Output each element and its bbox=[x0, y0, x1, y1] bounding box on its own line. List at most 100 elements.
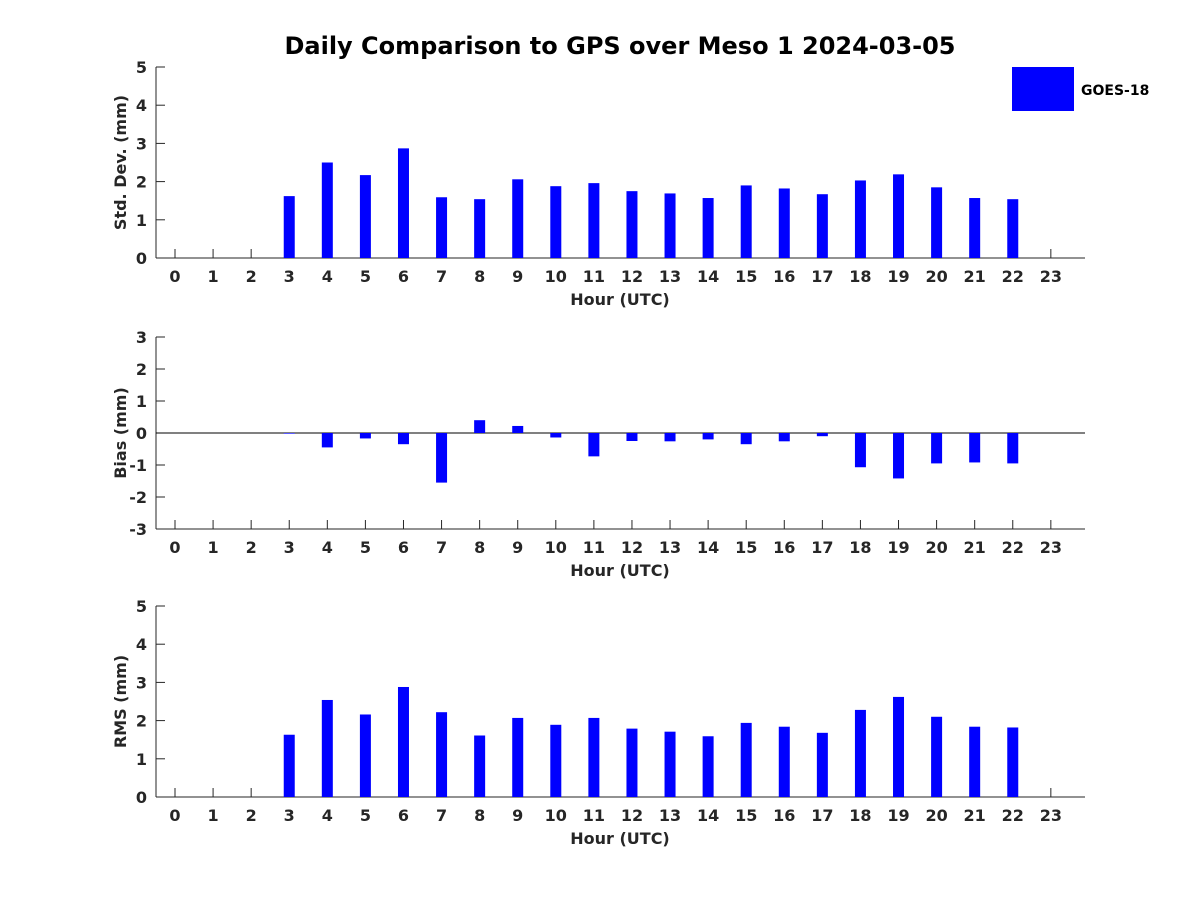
stddev-x-tick-label: 6 bbox=[398, 267, 409, 286]
bias-bar-hour-7 bbox=[436, 433, 448, 483]
rms-x-tick-label: 2 bbox=[246, 806, 257, 825]
rms-y-tick-label: 2 bbox=[136, 712, 147, 731]
bias-x-tick-label: 1 bbox=[208, 538, 219, 557]
bias-x-tick-label: 11 bbox=[583, 538, 605, 557]
bias-bar-hour-8 bbox=[474, 420, 486, 433]
bias-x-tick-label: 22 bbox=[1002, 538, 1024, 557]
stddev-bar-hour-7 bbox=[436, 197, 448, 258]
bias-x-tick-label: 10 bbox=[545, 538, 567, 557]
rms-x-tick-label: 8 bbox=[474, 806, 485, 825]
bias-x-tick-label: 9 bbox=[512, 538, 523, 557]
rms-x-tick-label: 6 bbox=[398, 806, 409, 825]
bias-x-tick-label: 18 bbox=[849, 538, 871, 557]
rms-y-axis-label: RMS (mm) bbox=[111, 655, 130, 748]
stddev-bar-hour-15 bbox=[740, 185, 752, 258]
stddev-bar-hour-6 bbox=[397, 148, 409, 258]
stddev-bar-hour-11 bbox=[588, 183, 600, 258]
bias-x-tick-label: 6 bbox=[398, 538, 409, 557]
bias-bar-hour-10 bbox=[550, 433, 562, 438]
rms-x-tick-label: 5 bbox=[360, 806, 371, 825]
rms-bar-hour-18 bbox=[854, 709, 866, 797]
rms-bar-hour-20 bbox=[931, 716, 943, 797]
rms-x-tick-label: 18 bbox=[849, 806, 871, 825]
stddev-x-axis-label: Hour (UTC) bbox=[570, 290, 670, 309]
stddev-x-tick-label: 10 bbox=[545, 267, 567, 286]
bias-bar-hour-5 bbox=[359, 433, 371, 439]
rms-bar-hour-12 bbox=[626, 728, 638, 797]
bias-bar-hour-6 bbox=[397, 433, 409, 445]
rms-bar-hour-3 bbox=[283, 734, 295, 797]
bias-x-tick-label: 23 bbox=[1040, 538, 1062, 557]
rms-bar-hour-19 bbox=[893, 696, 905, 797]
rms-x-tick-label: 15 bbox=[735, 806, 757, 825]
stddev-x-tick-label: 4 bbox=[322, 267, 333, 286]
bias-y-tick-label: 2 bbox=[136, 360, 147, 379]
stddev-x-tick-label: 8 bbox=[474, 267, 485, 286]
bias-bar-hour-17 bbox=[816, 433, 828, 437]
stddev-y-tick-label: 4 bbox=[136, 96, 147, 115]
bias-y-axis-label: Bias (mm) bbox=[111, 387, 130, 479]
stddev-y-tick-label: 2 bbox=[136, 173, 147, 192]
stddev-x-tick-label: 9 bbox=[512, 267, 523, 286]
rms-x-tick-label: 19 bbox=[887, 806, 909, 825]
stddev-x-tick-label: 21 bbox=[964, 267, 986, 286]
rms-bar-hour-7 bbox=[436, 712, 448, 797]
bias-x-tick-label: 16 bbox=[773, 538, 795, 557]
rms-x-tick-label: 21 bbox=[964, 806, 986, 825]
rms-bar-hour-16 bbox=[778, 726, 790, 797]
bias-y-tick-label: -1 bbox=[129, 456, 147, 475]
bias-y-tick-label: -3 bbox=[129, 520, 147, 539]
rms-bar-hour-17 bbox=[816, 732, 828, 797]
rms-bar-hour-9 bbox=[512, 717, 524, 797]
rms-x-tick-label: 7 bbox=[436, 806, 447, 825]
bias-x-tick-label: 8 bbox=[474, 538, 485, 557]
rms-bar-hour-4 bbox=[321, 699, 333, 797]
stddev-x-tick-label: 14 bbox=[697, 267, 719, 286]
bias-y-tick-label: 1 bbox=[136, 392, 147, 411]
bias-bar-hour-11 bbox=[588, 433, 600, 457]
stddev-bar-hour-4 bbox=[321, 162, 333, 258]
stddev-bar-hour-12 bbox=[626, 191, 638, 258]
bias-x-tick-label: 17 bbox=[811, 538, 833, 557]
stddev-bar-hour-17 bbox=[816, 194, 828, 258]
stddev-x-tick-label: 5 bbox=[360, 267, 371, 286]
bias-x-tick-label: 21 bbox=[964, 538, 986, 557]
stddev-bar-hour-8 bbox=[474, 199, 486, 258]
bias-x-tick-label: 12 bbox=[621, 538, 643, 557]
bias-bar-hour-20 bbox=[931, 433, 943, 464]
stddev-bar-hour-10 bbox=[550, 186, 562, 258]
rms-bar-hour-10 bbox=[550, 724, 562, 797]
stddev-x-tick-label: 23 bbox=[1040, 267, 1062, 286]
bias-x-tick-label: 5 bbox=[360, 538, 371, 557]
bias-x-tick-label: 13 bbox=[659, 538, 681, 557]
stddev-bar-hour-21 bbox=[969, 198, 981, 258]
rms-x-axis-label: Hour (UTC) bbox=[570, 829, 670, 848]
legend-label: GOES-18 bbox=[1081, 83, 1149, 99]
stddev-bar-hour-22 bbox=[1007, 199, 1019, 258]
rms-bar-hour-11 bbox=[588, 717, 600, 797]
stddev-x-tick-label: 2 bbox=[246, 267, 257, 286]
bias-bar-hour-4 bbox=[321, 433, 333, 448]
stddev-x-tick-label: 7 bbox=[436, 267, 447, 286]
bias-bar-hour-22 bbox=[1007, 433, 1019, 464]
bias-bar-hour-13 bbox=[664, 433, 676, 442]
stddev-x-tick-label: 0 bbox=[169, 267, 180, 286]
rms-bar-hour-5 bbox=[359, 714, 371, 797]
bias-bar-hour-15 bbox=[740, 433, 752, 445]
rms-x-tick-label: 20 bbox=[925, 806, 947, 825]
stddev-x-tick-label: 17 bbox=[811, 267, 833, 286]
rms-x-tick-label: 4 bbox=[322, 806, 333, 825]
stddev-x-tick-label: 12 bbox=[621, 267, 643, 286]
rms-x-tick-label: 23 bbox=[1040, 806, 1062, 825]
bias-x-tick-label: 19 bbox=[887, 538, 909, 557]
bias-bar-hour-12 bbox=[626, 433, 638, 441]
stddev-x-tick-label: 22 bbox=[1002, 267, 1024, 286]
bias-x-tick-label: 20 bbox=[925, 538, 947, 557]
stddev-bar-hour-13 bbox=[664, 193, 676, 258]
bias-x-tick-label: 15 bbox=[735, 538, 757, 557]
stddev-x-tick-label: 16 bbox=[773, 267, 795, 286]
bias-bar-hour-9 bbox=[512, 425, 524, 433]
